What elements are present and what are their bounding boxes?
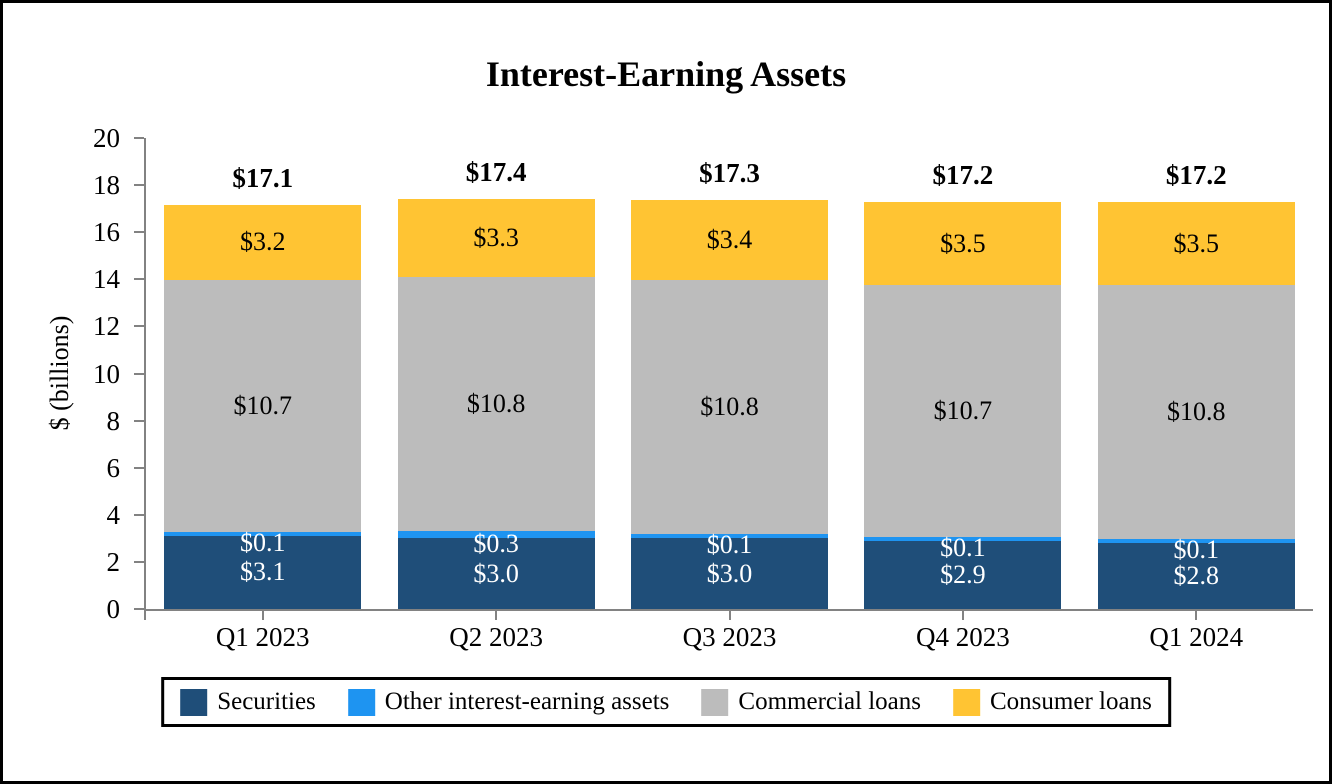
y-axis-tick: [134, 419, 144, 422]
bar-segment-label: $0.1: [1173, 535, 1220, 565]
chart-title: Interest-Earning Assets: [485, 54, 847, 94]
bar-segment-label: $10.8: [700, 392, 759, 422]
x-axis-tick: [261, 609, 264, 620]
y-axis-tick: [134, 513, 144, 516]
bar-segment-label: $10.7: [233, 391, 292, 420]
x-axis-tick: [144, 609, 146, 620]
x-axis-tick: [961, 609, 964, 620]
bar-segment-securities: [631, 538, 828, 609]
plot-area: 0 2 4 6 8 10 12 14 16 18 20 $3.1 $0.1 $10.7 $3.2 $17.1 Q…: [93, 123, 1313, 652]
x-axis-tick: [1195, 609, 1198, 620]
y-axis-tick-label: 12: [93, 311, 120, 342]
bar-segment-label: $10.7: [933, 395, 993, 425]
bar-segment-commercial-loans: [631, 280, 828, 535]
bar-segment-commercial-loans: [397, 276, 595, 532]
bar-segment-securities: [864, 540, 1062, 609]
x-axis-tick: [728, 609, 731, 620]
x-axis-label: Q2 2023: [449, 622, 543, 652]
bar-segment-consumer-loans: [397, 199, 595, 277]
y-axis-tick: [134, 137, 144, 139]
y-axis-tick-label: 20: [93, 123, 120, 153]
bar-total-label: $17.4: [465, 157, 527, 188]
y-axis-tick-label: 16: [93, 217, 120, 248]
y-axis-tick: [134, 372, 144, 375]
bar-segment-label: $3.0: [473, 558, 519, 588]
y-axis-tick: [134, 608, 144, 610]
bar-segment-label: $3.0: [706, 558, 753, 588]
legend-item-label: Other interest-earning assets: [384, 688, 670, 715]
bar-segment-label: $3.1: [239, 557, 286, 587]
bar-segment-other-interest-earning-assets: [631, 534, 828, 539]
bar-segment-label: $0.1: [940, 532, 986, 562]
bar-total-label: $17.1: [232, 162, 294, 193]
y-axis-tick: [134, 560, 144, 563]
bar-segment-label: $2.8: [1173, 561, 1220, 591]
bar-segment-label: $0.1: [706, 530, 753, 560]
x-axis-label: Q4 2023: [916, 622, 1010, 652]
bar-total-label: $17.3: [699, 157, 760, 188]
legend: Securities Other interest-earning assets C…: [161, 677, 1171, 727]
bar-segment-label: $3.2: [239, 227, 286, 257]
y-axis-tick-label: 0: [106, 594, 121, 624]
bar-segment-commercial-loans: [164, 280, 362, 532]
bar-segment-label: $3.5: [1173, 228, 1220, 258]
legend-swatch-commercial-loans: [701, 688, 729, 716]
y-axis-tick-label: 8: [106, 405, 121, 436]
legend-swatch-securities: [180, 688, 208, 716]
bar-segment-consumer-loans: [864, 202, 1062, 285]
legend-swatch-consumer-loans: [953, 688, 981, 716]
y-axis-tick: [134, 466, 144, 469]
y-axis-tick: [134, 231, 144, 234]
legend-item-label: Consumer loans: [990, 688, 1152, 715]
bar-segment-label: $3.5: [940, 228, 986, 258]
bar-segment-other-interest-earning-assets: [164, 532, 362, 536]
bar-segment-other-interest-earning-assets: [397, 531, 595, 539]
bar-segment-commercial-loans: [1097, 284, 1295, 540]
x-axis-tick: [495, 609, 498, 620]
bar-segment-label: $3.3: [473, 223, 519, 253]
x-axis-label: Q1 2023: [215, 622, 310, 652]
y-axis-tick-label: 6: [106, 452, 121, 483]
legend-item: Commercial loans: [701, 687, 921, 717]
bar-segment-consumer-loans: [164, 204, 362, 281]
bar-segment-securities: [397, 538, 595, 609]
bar-segment-commercial-loans: [864, 284, 1062, 537]
bar-total-label: $17.2: [1165, 160, 1227, 191]
y-axis-tick-label: 14: [93, 264, 120, 295]
legend-item: Securities: [180, 687, 316, 717]
y-axis-tick: [134, 184, 144, 187]
bar-segment-consumer-loans: [1097, 202, 1295, 285]
y-axis-tick-label: 4: [106, 499, 121, 530]
bar-segment-securities: [164, 536, 362, 609]
bar-segment-label: $2.9: [940, 559, 986, 589]
bar-segment-other-interest-earning-assets: [864, 536, 1062, 541]
x-axis-label: Q3 2023: [682, 622, 777, 652]
bar-segment-label: $10.8: [466, 389, 526, 419]
bar-total-label: $17.2: [932, 160, 994, 191]
y-axis-tick: [134, 325, 144, 328]
bar-segment-consumer-loans: [631, 199, 828, 281]
legend-item-label: Securities: [217, 688, 316, 715]
legend-swatch-other-interest-earning-assets: [347, 688, 375, 716]
bar-segment-securities: [1097, 543, 1295, 609]
bar-segment-label: $3.4: [706, 224, 753, 254]
bar-segment-label: $0.3: [473, 528, 519, 558]
legend-item: Other interest-earning assets: [347, 687, 670, 717]
y-axis-tick-label: 10: [93, 358, 120, 389]
y-axis-tick-label: 18: [93, 170, 120, 201]
x-axis-label: Q1 2024: [1149, 622, 1244, 652]
legend-item: Consumer loans: [953, 687, 1152, 717]
y-axis-tick-label: 2: [106, 546, 121, 577]
bar-segment-label: $0.1: [239, 527, 286, 557]
y-axis-tick: [134, 278, 144, 281]
bar-segment-other-interest-earning-assets: [1097, 539, 1295, 544]
legend-item-label: Commercial loans: [738, 688, 922, 715]
bar-segment-label: $10.8: [1167, 396, 1226, 426]
